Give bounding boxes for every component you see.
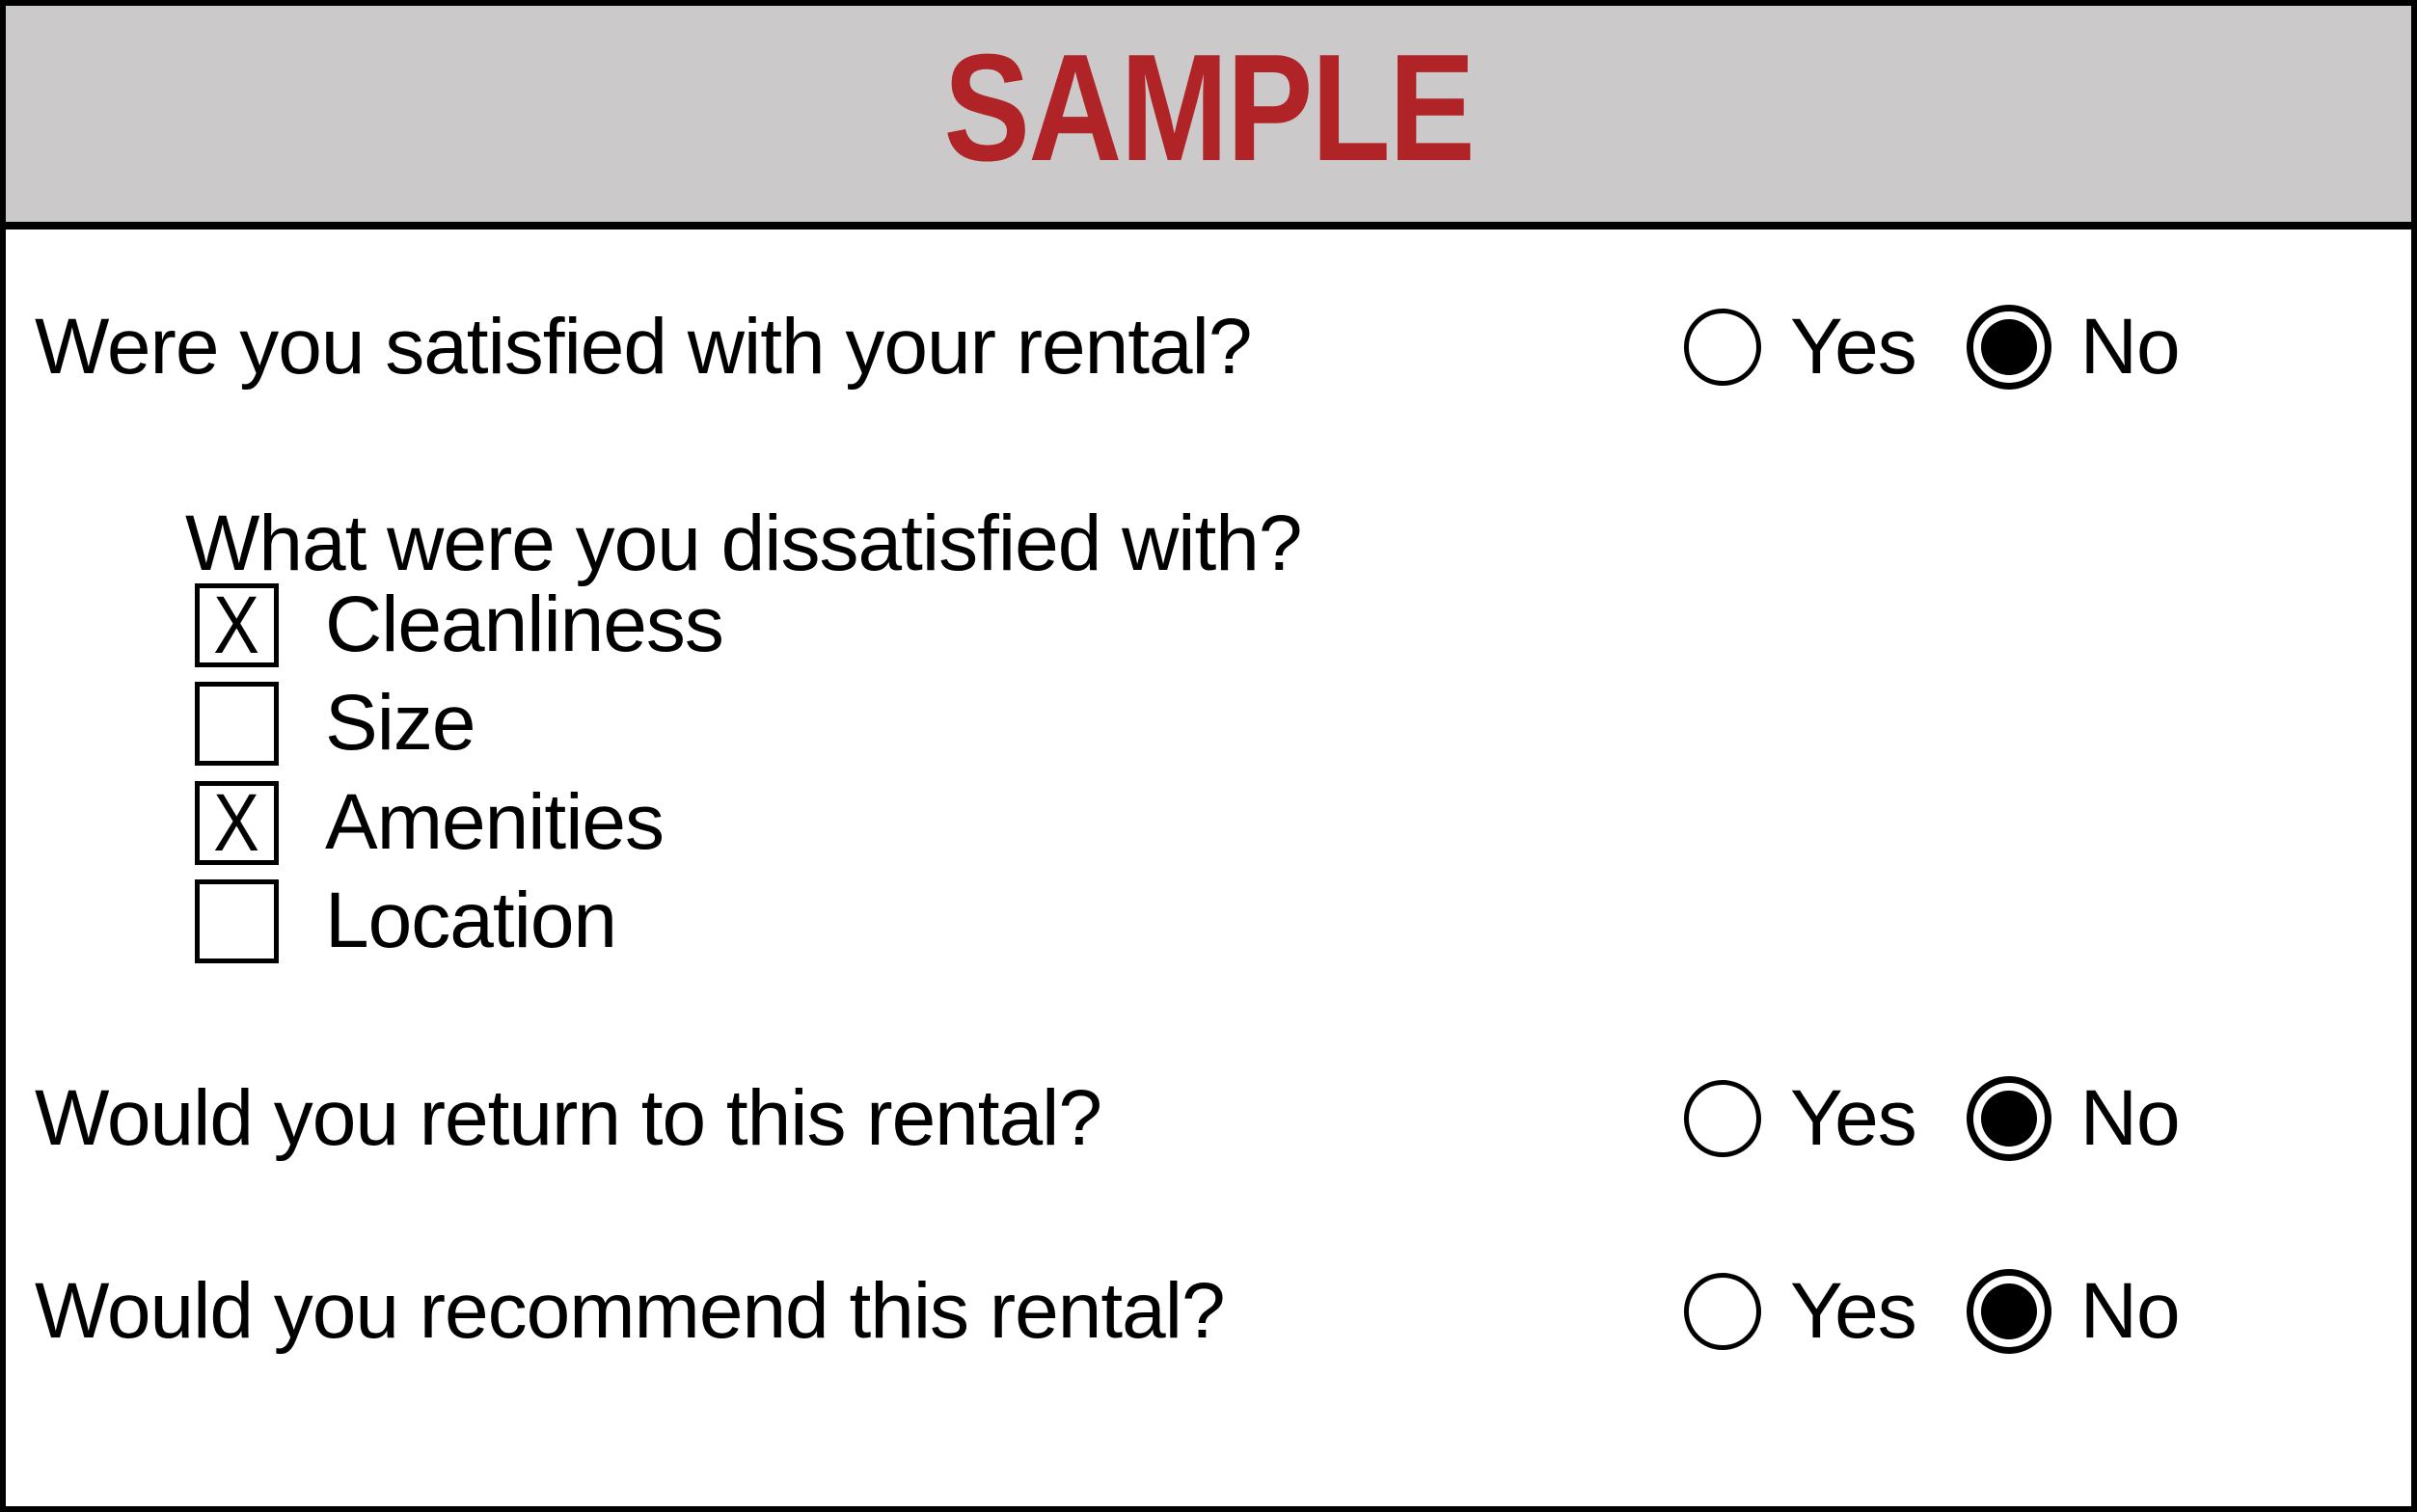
radio-return-no[interactable] — [1966, 1076, 2051, 1161]
question-row-return: Would you return to this rental? Yes No — [6, 1070, 2411, 1167]
radio-satisfied-yes-label: Yes — [1790, 303, 1917, 391]
checkbox-cleanliness-mark: X — [213, 582, 260, 667]
question-recommend-label: Would you recommend this rental? — [35, 1267, 1226, 1355]
followup-question-row: What were you dissatisfied with? — [185, 500, 1303, 588]
radio-group-satisfied: Yes No — [1684, 302, 2181, 392]
checkbox-location-label: Location — [325, 877, 617, 964]
checkbox-amenities-mark: X — [213, 780, 260, 865]
sample-watermark: SAMPLE — [943, 23, 1475, 193]
radio-recommend-no-label: No — [2079, 1267, 2181, 1355]
radio-return-yes-label: Yes — [1790, 1074, 1917, 1162]
question-return-label: Would you return to this rental? — [35, 1074, 1102, 1162]
radio-recommend-no[interactable] — [1966, 1269, 2051, 1354]
checkbox-row-amenities: X Amenities — [195, 778, 665, 867]
radio-satisfied-yes[interactable] — [1684, 309, 1761, 386]
radio-recommend-yes[interactable] — [1684, 1273, 1761, 1350]
question-row-recommend: Would you recommend this rental? Yes No — [6, 1263, 2411, 1360]
radio-return-no-label: No — [2079, 1074, 2181, 1162]
checkbox-cleanliness[interactable]: X — [195, 582, 279, 667]
checkbox-row-size: Size — [195, 679, 476, 768]
followup-question-label: What were you dissatisfied with? — [185, 500, 1303, 587]
radio-satisfied-no[interactable] — [1966, 305, 2051, 390]
checkbox-size[interactable] — [195, 681, 279, 766]
question-satisfied-label: Were you satisfied with your rental? — [35, 303, 1252, 391]
radio-recommend-yes-label: Yes — [1790, 1267, 1917, 1355]
radio-satisfied-no-label: No — [2079, 303, 2181, 391]
checkbox-size-label: Size — [325, 679, 476, 767]
checkbox-amenities-label: Amenities — [325, 778, 665, 866]
checkbox-amenities[interactable]: X — [195, 780, 279, 865]
sample-banner: SAMPLE — [6, 6, 2411, 230]
checkbox-row-cleanliness: X Cleanliness — [195, 580, 724, 669]
checkbox-row-location: Location — [195, 877, 617, 965]
radio-return-yes[interactable] — [1684, 1080, 1761, 1157]
checkbox-cleanliness-label: Cleanliness — [325, 580, 724, 668]
question-row-satisfied: Were you satisfied with your rental? Yes… — [6, 299, 2411, 395]
checkbox-location[interactable] — [195, 878, 279, 963]
radio-group-recommend: Yes No — [1684, 1266, 2181, 1357]
radio-group-return: Yes No — [1684, 1073, 2181, 1164]
